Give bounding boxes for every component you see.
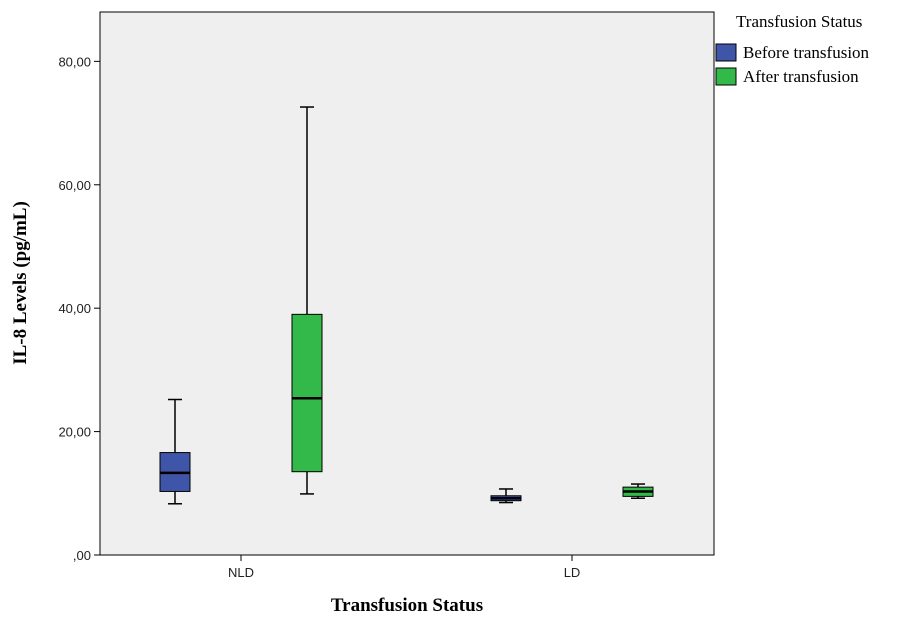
y-tick-label: 20,00	[58, 425, 91, 440]
legend-label: Before transfusion	[743, 43, 870, 62]
box-after-transfusion-nld	[291, 106, 323, 495]
plot-area	[99, 11, 715, 556]
x-tick-label: LD	[564, 565, 581, 580]
y-tick-label: 80,00	[58, 54, 91, 69]
y-tick-label: 60,00	[58, 178, 91, 193]
box-before-transfusion-nld	[159, 398, 191, 505]
legend: Transfusion Status Before transfusion Aft…	[715, 12, 870, 86]
y-tick-label: ,00	[73, 548, 91, 563]
y-tick-label: 40,00	[58, 301, 91, 316]
y-axis-title: IL-8 Levels (pg/mL)	[10, 201, 31, 365]
x-axis-title: Transfusion Status	[331, 595, 483, 616]
y-axis: ,00 20,00 40,00 60,00 80,00	[58, 54, 100, 563]
x-tick-label: NLD	[228, 565, 254, 580]
box-before-transfusion-ld	[490, 488, 522, 504]
legend-swatch	[715, 43, 737, 62]
box-after-transfusion-ld	[622, 483, 654, 499]
legend-title: Transfusion Status	[736, 12, 862, 31]
legend-label: After transfusion	[743, 67, 859, 86]
iqr-box	[291, 313, 323, 473]
x-axis: NLD LD	[228, 555, 580, 580]
box-plots	[159, 106, 654, 505]
legend-swatch	[715, 67, 737, 86]
